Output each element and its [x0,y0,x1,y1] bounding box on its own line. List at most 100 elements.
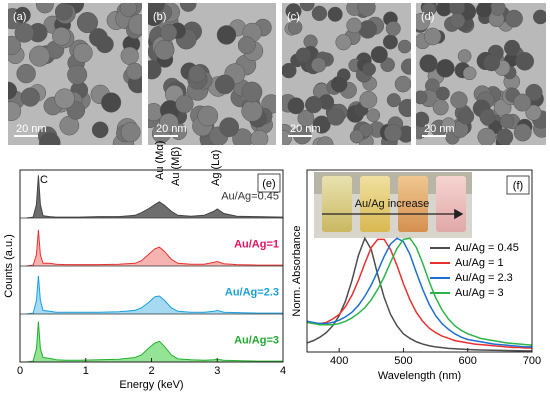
particle [346,17,362,34]
particle [383,123,403,143]
particle [120,46,139,65]
particle [285,3,302,20]
inset-top [314,172,472,194]
particle [237,36,256,55]
series-label: Au/Ag=0.45 [221,190,279,202]
particle [297,109,315,127]
particle [175,95,194,114]
x-axis-label: Energy (keV) [119,379,183,391]
legend-label: Au/Ag = 2.3 [455,272,513,284]
tem-images: (a) 20 nm (b) 20 nm (c) 20 nm (d) 20 nm [8,3,546,145]
particle [148,103,163,122]
vial [360,176,390,232]
particle [216,25,237,45]
particle [160,24,178,42]
particle [126,62,142,81]
x-tick-label: 600 [459,355,477,367]
particle [179,3,197,12]
particle [312,115,331,134]
particle [349,129,364,144]
panel-label-box [257,173,281,193]
inset-text: Au/Ag increase [355,198,430,210]
particle [496,128,514,145]
particle [416,13,430,31]
panel-label: (c) [287,11,300,23]
particle [503,39,521,56]
particle [128,14,142,36]
tem-image [8,3,142,145]
particle [385,21,401,37]
spectrum-area [26,230,283,266]
particle [499,114,515,129]
particle [8,35,22,56]
tem-image [148,3,276,145]
particle [416,90,428,105]
particle [305,96,323,114]
scale-bar-label: 20 nm [290,123,321,135]
panel-label: (f) [513,180,523,192]
particle [490,3,506,16]
legend-label: Au/Ag = 1 [455,257,504,269]
vial [436,176,466,232]
particle [36,3,54,14]
particle [282,62,297,79]
eds-chart: Au/Ag=0.45 Au/Ag=1 Au/Ag=2.3 Au/Ag=3 0 1 2 3 4 En… [3,141,286,391]
absorbance-line [306,236,532,352]
particle [419,54,438,73]
particle [366,108,381,123]
particle [515,52,534,71]
inset-photo: Au/Ag increase [314,172,472,238]
particle [241,100,263,122]
particle [386,93,401,108]
particle [219,117,240,138]
particle [423,27,442,46]
x-tick-label: 400 [330,355,348,367]
spectrum-line [26,321,283,362]
absorbance-line [306,238,532,349]
particle [91,121,109,139]
particle [73,43,93,63]
peak-annotation: Ag (Lα) [210,150,222,186]
absorbance-line [306,237,532,348]
panel-label: (e) [262,178,275,190]
particle [432,99,449,116]
particle [52,27,71,46]
x-axis-label: Wavelength (nm) [378,370,461,382]
spectrum-area [26,175,283,218]
y-axis-label: Norm. Absorbance [291,225,303,316]
spectrum-area [26,321,283,362]
particle [525,104,542,121]
particle [449,3,466,16]
particle [54,3,73,21]
particle [327,107,345,126]
panel-label: (d) [421,11,434,23]
x-tick-label: 2 [148,365,154,377]
particle [479,108,496,125]
scale-bar [14,135,38,137]
particle [462,66,477,81]
particle [67,64,88,85]
legend-label: Au/Ag = 0.45 [455,242,519,254]
particle [214,74,235,95]
particle [158,113,179,133]
particle [241,81,263,103]
plot-frame [306,169,533,353]
panel-label-box [506,175,530,195]
particle [14,23,35,43]
particle [14,6,31,24]
particle [370,46,388,64]
scale-bar-label: 20 nm [156,123,187,135]
particle [477,127,496,145]
panel-label: (b) [153,11,166,23]
x-tick-label: 0 [17,365,23,377]
particle [525,83,543,101]
particle [317,136,334,145]
particle [282,129,292,145]
spectrum-line [26,175,283,219]
particle [362,62,376,76]
plot-area [26,175,283,362]
particle [287,97,305,115]
particle [76,12,99,34]
scale-bar [422,135,446,137]
